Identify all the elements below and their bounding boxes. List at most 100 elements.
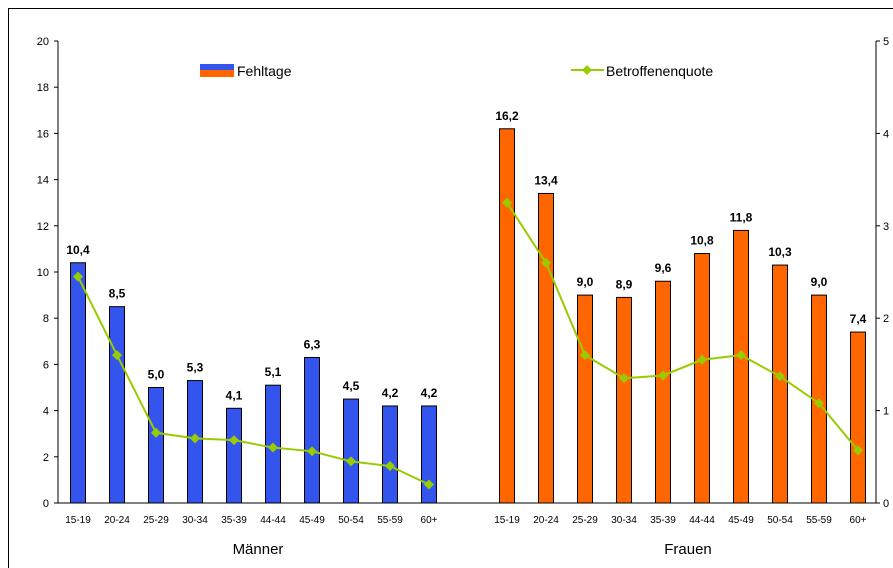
- y-left-tick-label: 8: [43, 313, 49, 325]
- y-right-tick-label: 0: [883, 498, 889, 510]
- line-point-marker: [307, 446, 317, 457]
- bar-frauen: [655, 280, 671, 504]
- bar-männer: [70, 262, 86, 504]
- y-left-tick-label: 0: [43, 498, 49, 510]
- legend-swatch-fehltage-orange: [200, 70, 234, 77]
- y-left-tick-label: 16: [37, 128, 49, 140]
- bar-value-label: 4,1: [226, 388, 243, 402]
- bar-value-label: 9,6: [655, 261, 672, 275]
- line-point-marker: [697, 354, 707, 365]
- bar-value-label: 6,3: [304, 337, 321, 351]
- x-tick-label: 45-49: [728, 515, 754, 526]
- bar-männer: [109, 306, 125, 504]
- group-label-frauen: Frauen: [664, 541, 712, 558]
- line-point-marker: [658, 370, 668, 381]
- bar-männer: [421, 405, 437, 504]
- y-left-tick-label: 14: [37, 175, 49, 187]
- legend-marker-betroffenenquote: [582, 65, 592, 75]
- bar-frauen: [616, 296, 632, 504]
- bar-value-label: 16,2: [495, 109, 519, 123]
- bar-value-label: 7,4: [850, 312, 867, 326]
- x-tick-label: 30-34: [611, 515, 637, 526]
- line-point-marker: [190, 433, 200, 444]
- bar-value-label: 10,4: [66, 243, 90, 257]
- legend-swatch-fehltage-blue: [200, 64, 234, 70]
- bar-value-label: 9,0: [811, 275, 828, 289]
- bar-frauen: [850, 331, 866, 504]
- bar-value-label: 4,5: [343, 379, 360, 393]
- x-tick-label: 50-54: [338, 515, 364, 526]
- line-point-marker: [229, 435, 239, 446]
- bar-männer: [382, 405, 398, 504]
- x-tick-label: 25-29: [572, 515, 598, 526]
- legend-label-betroffenenquote: Betroffenenquote: [606, 63, 713, 79]
- y-right-tick-label: 3: [883, 221, 889, 233]
- bar-männer: [343, 398, 359, 504]
- line-point-marker: [268, 442, 278, 453]
- line-point-marker: [346, 456, 356, 467]
- y-right-tick-label: 5: [883, 36, 889, 48]
- line-point-marker: [775, 371, 785, 382]
- line-point-marker: [814, 398, 824, 409]
- group-label-männer: Männer: [233, 541, 284, 558]
- y-left-tick-label: 6: [43, 359, 49, 371]
- y-right-tick-label: 2: [883, 313, 889, 325]
- bar-value-label: 13,4: [534, 173, 558, 187]
- x-tick-label: 25-29: [143, 515, 169, 526]
- x-tick-label: 45-49: [299, 515, 325, 526]
- bar-frauen: [772, 264, 788, 504]
- line-point-marker: [619, 373, 629, 384]
- x-tick-label: 15-19: [65, 515, 91, 526]
- line-point-marker: [580, 350, 590, 361]
- line-point-marker: [541, 257, 551, 268]
- x-tick-label: 30-34: [182, 515, 208, 526]
- line-point-marker: [502, 197, 512, 208]
- x-tick-label: 55-59: [806, 515, 832, 526]
- bar-value-label: 8,9: [616, 277, 633, 291]
- y-right-tick-label: 1: [883, 406, 889, 418]
- bar-value-label: 5,0: [148, 368, 165, 382]
- y-right-tick-label: 4: [883, 128, 889, 140]
- legend-label-fehltage: Fehltage: [237, 63, 292, 79]
- line-point-marker: [112, 350, 122, 361]
- line-point-marker: [151, 427, 161, 438]
- line-betroffenenquote-frauen: [506, 202, 859, 451]
- bar-value-label: 5,3: [187, 361, 204, 375]
- x-tick-label: 15-19: [494, 515, 520, 526]
- bar-männer: [148, 387, 164, 504]
- x-tick-label: 35-39: [650, 515, 676, 526]
- bar-value-label: 10,8: [690, 234, 714, 248]
- bar-frauen: [538, 192, 554, 504]
- y-left-tick-label: 2: [43, 452, 49, 464]
- line-point-marker: [736, 350, 746, 361]
- bar-frauen: [499, 128, 515, 504]
- bar-männer: [226, 407, 242, 504]
- line-betroffenenquote-männer: [77, 276, 430, 486]
- line-point-marker: [385, 461, 395, 472]
- line-point-marker: [73, 271, 83, 282]
- line-point-marker: [424, 479, 434, 490]
- bar-value-label: 11,8: [730, 210, 753, 224]
- chart-frame: [8, 8, 893, 568]
- y-left-tick-label: 12: [37, 221, 49, 233]
- line-point-marker: [853, 445, 863, 456]
- y-left-tick-label: 4: [43, 406, 49, 418]
- bar-value-label: 10,3: [768, 245, 792, 259]
- x-tick-label: 60+: [421, 515, 438, 526]
- bar-frauen: [694, 253, 710, 504]
- x-tick-label: 20-24: [104, 515, 130, 526]
- x-tick-label: 44-44: [689, 515, 715, 526]
- bar-value-label: 5,1: [265, 365, 282, 379]
- x-tick-label: 35-39: [221, 515, 247, 526]
- bar-männer: [304, 356, 320, 504]
- x-tick-label: 50-54: [767, 515, 793, 526]
- bar-frauen: [733, 229, 749, 504]
- bar-value-label: 8,5: [109, 287, 126, 301]
- y-left-tick-label: 20: [37, 36, 49, 48]
- x-tick-label: 60+: [850, 515, 867, 526]
- x-tick-label: 55-59: [377, 515, 403, 526]
- bar-value-label: 4,2: [421, 386, 438, 400]
- bar-value-label: 9,0: [577, 275, 594, 289]
- y-left-tick-label: 18: [37, 82, 49, 94]
